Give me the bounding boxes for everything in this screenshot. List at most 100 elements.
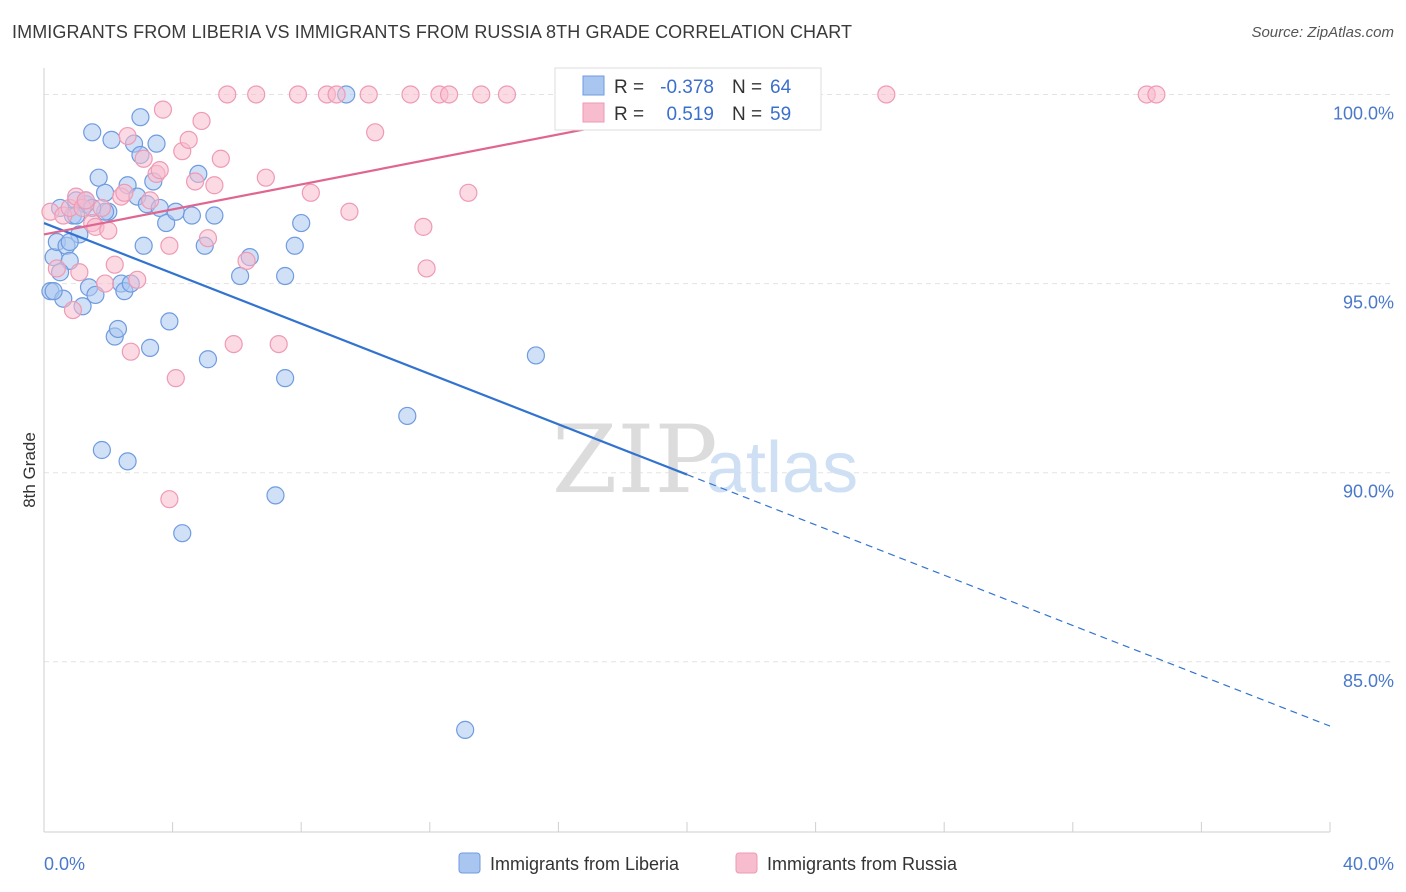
point-russia: [140, 191, 160, 210]
point-liberia: [266, 486, 285, 505]
point-liberia: [231, 266, 250, 286]
watermark: ZIP atlas: [552, 406, 858, 515]
point-liberia: [140, 338, 160, 357]
point-liberia: [108, 319, 128, 339]
legend-swatch-liberia: [458, 852, 481, 874]
point-russia: [211, 149, 230, 168]
watermark-zip: ZIP: [552, 406, 718, 515]
point-russia: [205, 176, 224, 195]
point-liberia: [182, 206, 201, 225]
stats-n-value-liberia: 64: [770, 77, 792, 98]
point-liberia: [173, 524, 192, 543]
chart-title: IMMIGRANTS FROM LIBERIA VS IMMIGRANTS FR…: [12, 22, 853, 42]
point-liberia: [118, 452, 137, 471]
y-tick-label: 90.0%: [1343, 482, 1394, 502]
point-russia: [237, 251, 256, 270]
point-liberia: [526, 346, 545, 365]
point-russia: [327, 85, 346, 104]
point-russia: [115, 183, 134, 202]
point-liberia: [205, 206, 224, 225]
y-tick-label: 100.0%: [1333, 103, 1394, 123]
point-russia: [472, 85, 491, 104]
point-liberia: [276, 266, 295, 286]
stats-r-value-liberia: -0.378: [660, 77, 714, 98]
point-russia: [192, 111, 211, 131]
stats-r-label-russia: R =: [614, 104, 644, 125]
point-liberia: [147, 134, 166, 153]
y-tick-label: 95.0%: [1343, 293, 1394, 313]
point-liberia: [102, 130, 121, 149]
point-liberia: [166, 202, 185, 221]
point-russia: [247, 85, 266, 104]
stats-r-value-russia: 0.519: [666, 104, 714, 125]
point-liberia: [398, 406, 417, 426]
point-russia: [153, 100, 173, 119]
point-russia: [288, 85, 308, 104]
grid-lines: [44, 93, 1394, 663]
chart-source: Source: ZipAtlas.com: [1251, 24, 1394, 41]
point-liberia: [83, 123, 102, 142]
point-russia: [95, 274, 115, 293]
point-russia: [92, 198, 111, 218]
point-liberia: [92, 440, 111, 460]
point-russia: [1147, 85, 1166, 104]
point-russia: [497, 85, 517, 104]
stats-n-label-russia: N =: [732, 104, 762, 125]
point-russia: [366, 123, 385, 142]
point-liberia: [134, 236, 153, 255]
point-liberia: [44, 282, 63, 301]
point-liberia: [160, 312, 179, 331]
point-russia: [105, 255, 124, 274]
y-tick-labels: 85.0% 90.0% 95.0% 100.0%: [1333, 103, 1394, 690]
point-russia: [160, 236, 179, 255]
point-liberia: [456, 720, 475, 739]
point-russia: [301, 183, 320, 202]
point-liberia: [276, 369, 295, 388]
stats-r-label-liberia: R =: [614, 77, 644, 98]
point-russia: [340, 202, 359, 221]
point-russia: [47, 259, 66, 278]
stats-n-label-liberia: N =: [732, 77, 762, 98]
point-russia: [63, 300, 83, 320]
point-liberia: [198, 350, 218, 369]
x-tick-label-min: 0.0%: [44, 854, 85, 874]
point-russia: [160, 490, 179, 509]
point-russia: [134, 149, 153, 168]
point-russia: [198, 229, 218, 248]
point-liberia: [89, 168, 108, 187]
point-russia: [150, 161, 169, 180]
point-russia: [179, 130, 198, 149]
trendline-liberia-projection: [686, 474, 1331, 727]
trendline-liberia: [43, 222, 688, 476]
point-russia: [166, 369, 185, 388]
point-russia: [877, 85, 896, 104]
point-russia: [70, 263, 89, 282]
point-russia: [186, 172, 205, 191]
point-liberia: [95, 183, 115, 202]
point-russia: [459, 183, 478, 202]
point-russia: [256, 168, 275, 187]
watermark-atlas: atlas: [706, 428, 858, 508]
y-tick-label: 85.0%: [1343, 671, 1394, 691]
stats-n-value-russia: 59: [770, 104, 791, 125]
point-liberia: [285, 236, 304, 255]
x-tick-label-max: 40.0%: [1343, 854, 1394, 874]
point-russia: [359, 85, 378, 104]
legend-swatch-russia: [735, 852, 758, 874]
legend-label-russia: Immigrants from Russia: [767, 854, 958, 874]
point-russia: [121, 342, 140, 361]
x-ticks: [172, 822, 1331, 832]
point-russia: [417, 259, 436, 278]
point-russia: [99, 221, 118, 240]
stats-legend-swatch-russia: [582, 102, 605, 123]
legend-label-liberia: Immigrants from Liberia: [490, 854, 680, 874]
point-russia: [76, 191, 95, 210]
point-russia: [218, 85, 237, 104]
point-liberia: [131, 108, 150, 127]
point-russia: [401, 85, 420, 104]
series-russia: [41, 85, 1166, 509]
point-liberia: [292, 213, 311, 233]
stats-legend-swatch-liberia: [582, 75, 605, 96]
point-russia: [439, 85, 459, 104]
series-legend: Immigrants from Liberia Immigrants from …: [458, 852, 958, 874]
